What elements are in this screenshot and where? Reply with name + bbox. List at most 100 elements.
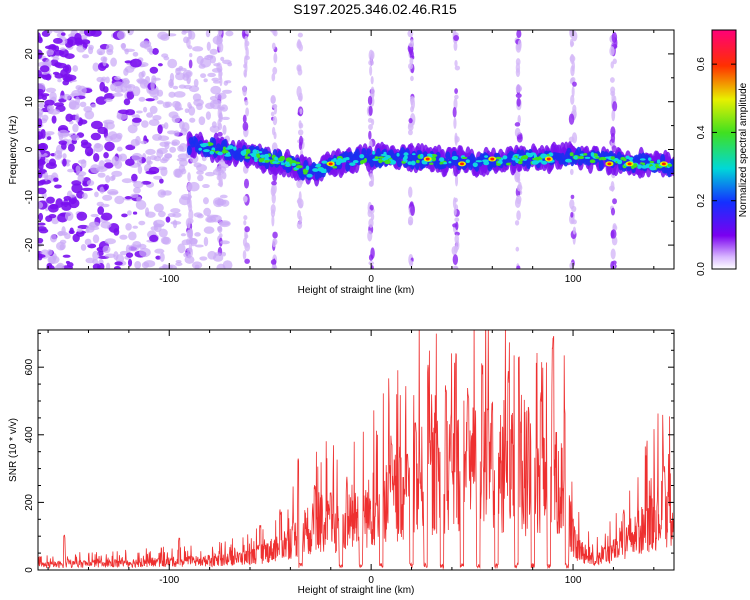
noise-blob [38,143,47,152]
streak-blob [370,50,375,60]
streak-blob [570,211,574,218]
snr-ylabel: SNR (10 * v/v) [8,418,19,482]
noise-blob [107,131,118,140]
noise-blob [132,86,141,97]
band-highlight [198,147,202,151]
noise-blob [83,30,96,37]
band-highlight [573,155,578,160]
noise-blob [104,98,113,103]
noise-blob [63,195,72,201]
band-highlight [245,148,251,154]
streak-blob [243,196,248,203]
streak-blob [453,97,458,110]
noise-blob [52,30,65,34]
noise-blob [121,213,128,218]
noise-blob [75,165,81,173]
band-highlight [617,159,623,165]
noise-blob [157,124,163,135]
spectrogram-ylabel: Frequency (Hz) [8,116,19,185]
noise-blob [65,260,71,264]
noise-blob [64,233,71,240]
streak-blob [514,197,521,209]
noise-blob [57,129,70,138]
noise-blob [39,65,50,73]
noise-blob [80,139,89,146]
streak-blob [408,122,414,128]
noise-blob [135,199,147,210]
noise-blob [188,229,193,239]
noise-blob [132,211,138,215]
noise-blob [158,228,168,238]
noise-blob [68,230,75,235]
band-highlight [601,157,607,161]
noise-blob [48,108,61,115]
streak-blob [272,238,276,248]
noise-blob [88,44,94,51]
band-highlight [475,160,483,163]
streak-blob [514,220,520,226]
noise-blob [84,146,94,157]
streak-blob [408,186,413,198]
band-highlight [443,162,448,165]
noise-blob [211,77,220,82]
streak-blob [516,210,521,221]
streak-blob [296,64,302,72]
band-highlight [252,149,258,155]
noise-blob [132,225,139,229]
streak-blob [369,173,373,180]
band-highlight [531,160,539,165]
streak-blob [454,94,459,100]
noise-blob [149,88,160,98]
noise-blob [61,226,66,236]
band-highlight [380,153,388,157]
noise-blob [164,142,170,150]
streak-blob [453,207,457,216]
streak-blob [187,172,191,182]
noise-blob [113,265,121,269]
noise-blob [112,92,124,97]
band-highlight [583,152,588,156]
noise-blob [126,30,134,36]
streak-blob [271,42,276,50]
noise-blob [218,112,223,123]
noise-blob [144,207,150,217]
band-highlight [429,162,434,165]
streak-blob [243,178,250,189]
noise-blob [92,263,101,269]
noise-blob [130,138,140,147]
noise-blob [125,158,135,166]
noise-blob [143,260,156,268]
band-highlight [472,162,478,168]
band-highlight [649,166,657,171]
noise-blob [180,233,187,237]
band-highlight [208,142,214,146]
noise-blob [96,48,106,56]
band-highlight [620,156,626,161]
streak-blob [517,114,521,125]
band-highlight [628,157,634,161]
noise-blob [127,258,133,267]
band-highlight [483,160,490,166]
streak-blob [270,203,276,214]
band-highlight [378,158,383,164]
noise-blob [106,262,111,269]
streak-blob [516,265,521,269]
band-highlight [465,159,470,164]
band-highlight [439,162,443,165]
noise-blob [171,139,181,146]
noise-blob [160,167,168,177]
noise-blob [123,68,129,76]
noise-blob [77,174,85,182]
chart-title: S197.2025.346.02.46.R15 [293,1,457,17]
noise-blob [111,174,116,181]
noise-blob [62,80,70,86]
band-highlight [451,156,459,161]
streak-blob [242,250,247,260]
streak-blob [612,223,617,230]
band-highlight [352,160,359,164]
streak-blob [296,198,302,204]
streak-blob [453,41,458,51]
streak-blob [368,105,373,116]
noise-blob [145,148,156,155]
noise-blob [55,198,64,208]
